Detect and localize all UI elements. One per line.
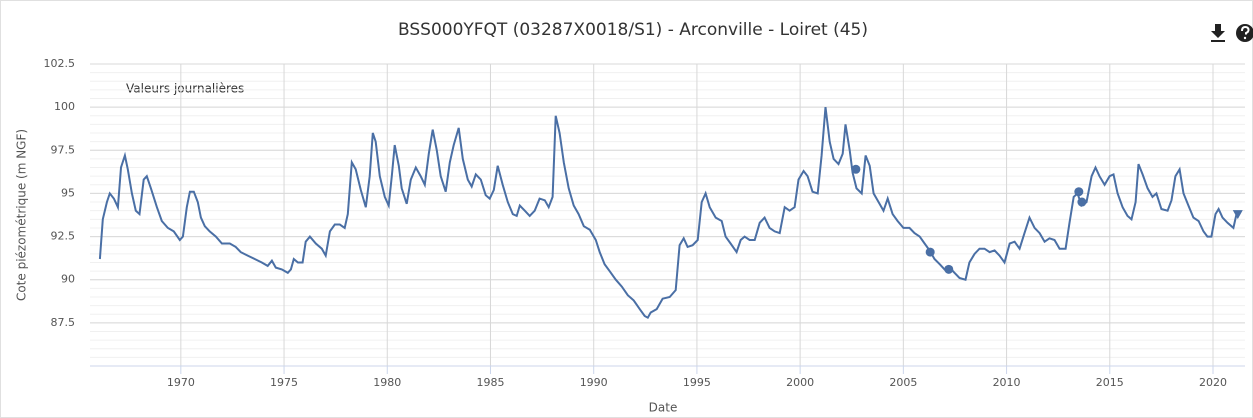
annotation: Valeurs journalières xyxy=(126,82,244,96)
x-tick-label: 1970 xyxy=(167,376,195,389)
download-icon xyxy=(1211,24,1225,38)
help-button[interactable] xyxy=(1236,24,1253,42)
y-tick-label: 87.5 xyxy=(51,316,76,329)
chart-title: BSS000YFQT (03287X0018/S1) - Arconville … xyxy=(398,20,868,40)
x-tick-label: 1975 xyxy=(270,376,298,389)
download-button[interactable] xyxy=(1211,24,1225,42)
y-axis-label: Cote piézométrique (m NGF) xyxy=(15,129,29,301)
help-icon-dot xyxy=(1243,36,1247,40)
marker xyxy=(1074,187,1084,197)
marker xyxy=(1232,210,1243,220)
x-tick-label: 1985 xyxy=(476,376,504,389)
y-tick-label: 95 xyxy=(61,186,75,199)
x-tick-label: 1980 xyxy=(373,376,401,389)
x-tick-label: 2005 xyxy=(889,376,917,389)
help-icon-mark xyxy=(1241,25,1250,35)
y-tick-label: 92.5 xyxy=(51,230,76,243)
x-tick-label: 2000 xyxy=(786,376,814,389)
marker xyxy=(925,247,935,257)
marker xyxy=(944,264,954,274)
marker xyxy=(851,164,861,174)
y-tick-label: 97.5 xyxy=(51,143,76,156)
x-tick-label: 2015 xyxy=(1096,376,1124,389)
x-tick-label: 2020 xyxy=(1199,376,1227,389)
x-tick-label: 1990 xyxy=(580,376,608,389)
y-tick-label: 102.5 xyxy=(44,57,76,70)
x-tick-label: 2010 xyxy=(993,376,1021,389)
x-tick-label: 1995 xyxy=(683,376,711,389)
x-axis-label: Date xyxy=(649,401,678,415)
y-tick-label: 90 xyxy=(61,273,75,286)
data-line xyxy=(98,106,1238,320)
y-tick-label: 100 xyxy=(54,100,75,113)
download-icon-base xyxy=(1211,40,1225,42)
marker xyxy=(1077,197,1087,207)
